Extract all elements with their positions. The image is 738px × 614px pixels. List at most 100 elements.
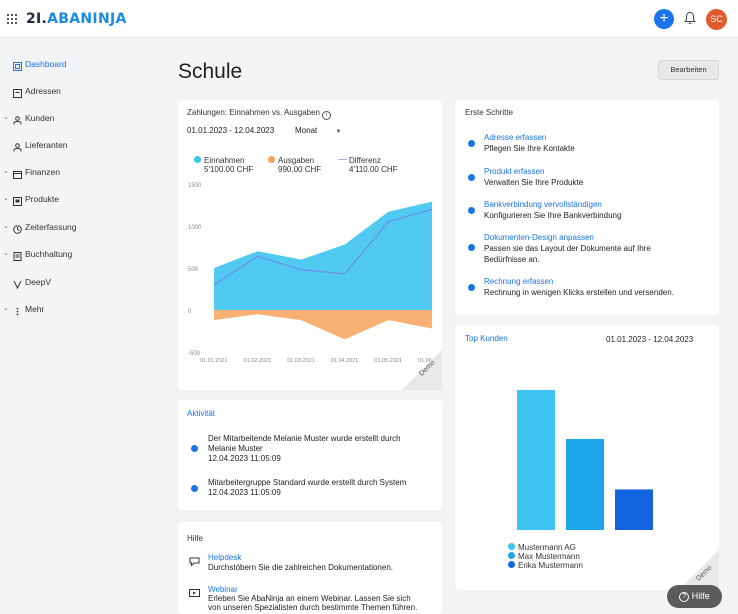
sidebar-item-label: Adressen (25, 86, 61, 96)
y-tick-label: -500 (188, 351, 201, 357)
helpdesk-icon (189, 557, 200, 567)
sidebar-item-deepv[interactable]: DeepV (0, 274, 150, 290)
period-select[interactable]: Monat ▼ (295, 126, 341, 135)
top-customers-title[interactable]: Top Kunden (465, 334, 508, 343)
products-icon (13, 195, 22, 206)
sidebar-item-label: Mehr (25, 304, 45, 314)
help-item-helpdesk[interactable]: Helpdesk Durchstöbern Sie die zahlreiche… (208, 553, 393, 573)
legend-dot-mustermann-ag (508, 543, 515, 550)
dashboard-icon (13, 60, 22, 71)
y-tick-label: 500 (188, 267, 199, 273)
sidebar-item-finanzen[interactable]: ⌄ Finanzen (0, 164, 150, 180)
legend-dot-max-mustermann (508, 552, 515, 559)
sidebar-item-buchhaltung[interactable]: ⌄ Buchhaltung (0, 246, 150, 262)
legend-line-differenz (338, 159, 347, 160)
activity-text: Melanie Muster (208, 444, 263, 453)
bar-erika-mustermann[interactable] (615, 489, 653, 530)
sidebar-item-label: Lieferanten (25, 140, 68, 150)
step-link[interactable]: Bankverbindung vervollständigen (484, 200, 602, 209)
y-tick-label: 1000 (188, 225, 202, 231)
activity-title[interactable]: Aktivität (187, 409, 216, 418)
step-dot (468, 244, 475, 251)
plus-icon[interactable]: + (654, 9, 674, 29)
sidebar: Dashboard Adressen ⌄ Kunden Lieferanten … (0, 38, 150, 614)
chevron-down-icon: ⌄ (3, 195, 9, 202)
y-tick-label: 1500 (188, 183, 202, 189)
step-desc: Bedürfnisse an. (484, 255, 540, 264)
address-book-icon (13, 87, 22, 98)
chevron-down-icon: ⌄ (3, 168, 9, 175)
customers-icon (13, 114, 22, 125)
step-link[interactable]: Produkt erfassen (484, 167, 545, 176)
edit-button[interactable]: Bearbeiten (658, 60, 719, 80)
x-tick-label: 01.03.2021 (287, 358, 315, 364)
activity-time: 12.04.2023 11:05:09 (208, 454, 281, 463)
avatar[interactable]: SC (706, 9, 727, 30)
step-item[interactable]: Dokumenten-Design anpassen Passen sie da… (484, 232, 651, 265)
sidebar-item-label: Zeiterfassung (25, 222, 77, 232)
sidebar-item-adressen[interactable]: Adressen (0, 83, 150, 99)
help-button-label: Hilfe (691, 591, 710, 601)
more-icon (13, 305, 22, 316)
ausgaben-area (214, 310, 432, 340)
chevron-down-icon: ⌄ (3, 114, 9, 121)
help-item-webinar[interactable]: Webinar Erleben Sie AbaNinja an einem We… (208, 585, 417, 612)
sidebar-item-mehr[interactable]: ⌄ Mehr (0, 301, 150, 317)
info-icon[interactable]: i (322, 111, 332, 120)
step-item[interactable]: Bankverbindung vervollständigen Konfigur… (484, 199, 621, 221)
help-button[interactable]: ? Hilfe (667, 585, 722, 608)
step-desc: Verwalten Sie Ihre Produkte (484, 178, 584, 187)
sidebar-item-dashboard[interactable]: Dashboard (0, 56, 150, 72)
suppliers-icon (13, 141, 22, 152)
step-link[interactable]: Rechnung erfassen (484, 277, 554, 286)
bell-icon[interactable] (684, 11, 696, 25)
bar-mustermann-ag[interactable] (517, 390, 555, 530)
activity-text: Der Mitarbeitende Melanie Muster wurde e… (208, 434, 401, 443)
activity-dot (191, 445, 198, 452)
payments-date-range[interactable]: 01.01.2023 - 12.04.2023 (187, 126, 275, 135)
legend-dot-erika-mustermann (508, 561, 515, 568)
sidebar-item-lieferanten[interactable]: Lieferanten (0, 137, 150, 153)
question-icon: ? (679, 592, 690, 602)
legend-value-ausgaben: 990.00 CHF (278, 165, 322, 174)
first-steps-title: Erste Schritte (465, 108, 514, 117)
demo-corner (679, 550, 719, 590)
step-dot (468, 140, 475, 147)
activity-text: Mitarbeitergruppe Standard wurde erstell… (208, 478, 407, 487)
legend-label-ausgaben: Ausgaben (278, 156, 315, 165)
activity-item: Der Mitarbeitende Melanie Muster wurde e… (208, 434, 401, 464)
app-logo[interactable]: 2I.ABANINJA (26, 11, 127, 27)
step-link[interactable]: Adresse erfassen (484, 133, 547, 142)
legend-dot-ausgaben (268, 156, 275, 163)
step-item[interactable]: Produkt erfassen Verwalten Sie Ihre Prod… (484, 166, 583, 188)
einnahmen-area (214, 201, 432, 310)
step-item[interactable]: Rechnung erfassen Rechnung in wenigen Kl… (484, 276, 674, 298)
step-desc: Konfigurieren Sie Ihre Bankverbindung (484, 211, 622, 220)
top-customers-card: Top Kunden 01.01.2023 - 12.04.2023 Muste… (455, 325, 719, 590)
app-grid-icon[interactable] (6, 13, 18, 25)
step-dot (468, 284, 475, 291)
activity-card: Aktivität Der Mitarbeitende Melanie Must… (178, 400, 442, 510)
top-bar: 2I.ABANINJA + SC (0, 0, 738, 38)
payments-title: Zahlungen: Einnahmen vs. Ausgaben i (187, 108, 332, 120)
x-tick-label: 01.05.2021 (374, 358, 402, 364)
step-dot (468, 174, 475, 181)
step-item[interactable]: Adresse erfassen Pflegen Sie Ihre Kontak… (484, 132, 575, 154)
sidebar-item-produkte[interactable]: ⌄ Produkte (0, 191, 150, 207)
helpdesk-link[interactable]: Helpdesk (208, 553, 242, 562)
legend-label-einnahmen: Einnahmen (204, 156, 245, 165)
bar-max-mustermann[interactable] (566, 439, 604, 530)
y-tick-label: 0 (188, 309, 192, 315)
sidebar-item-label: DeepV (25, 277, 51, 287)
deepv-icon (13, 278, 22, 290)
sidebar-item-kunden[interactable]: ⌄ Kunden (0, 110, 150, 126)
sidebar-item-label: Buchhaltung (25, 249, 73, 259)
clock-icon (13, 223, 22, 234)
webinar-link[interactable]: Webinar (208, 585, 238, 594)
step-link[interactable]: Dokumenten-Design anpassen (484, 233, 594, 242)
caret-down-icon: ▼ (335, 129, 342, 135)
sidebar-item-zeiterfassung[interactable]: ⌄ Zeiterfassung (0, 219, 150, 235)
help-item-desc: Durchstöbern Sie die zahlreichen Dokumen… (208, 563, 393, 572)
chevron-down-icon: ⌄ (3, 305, 9, 312)
